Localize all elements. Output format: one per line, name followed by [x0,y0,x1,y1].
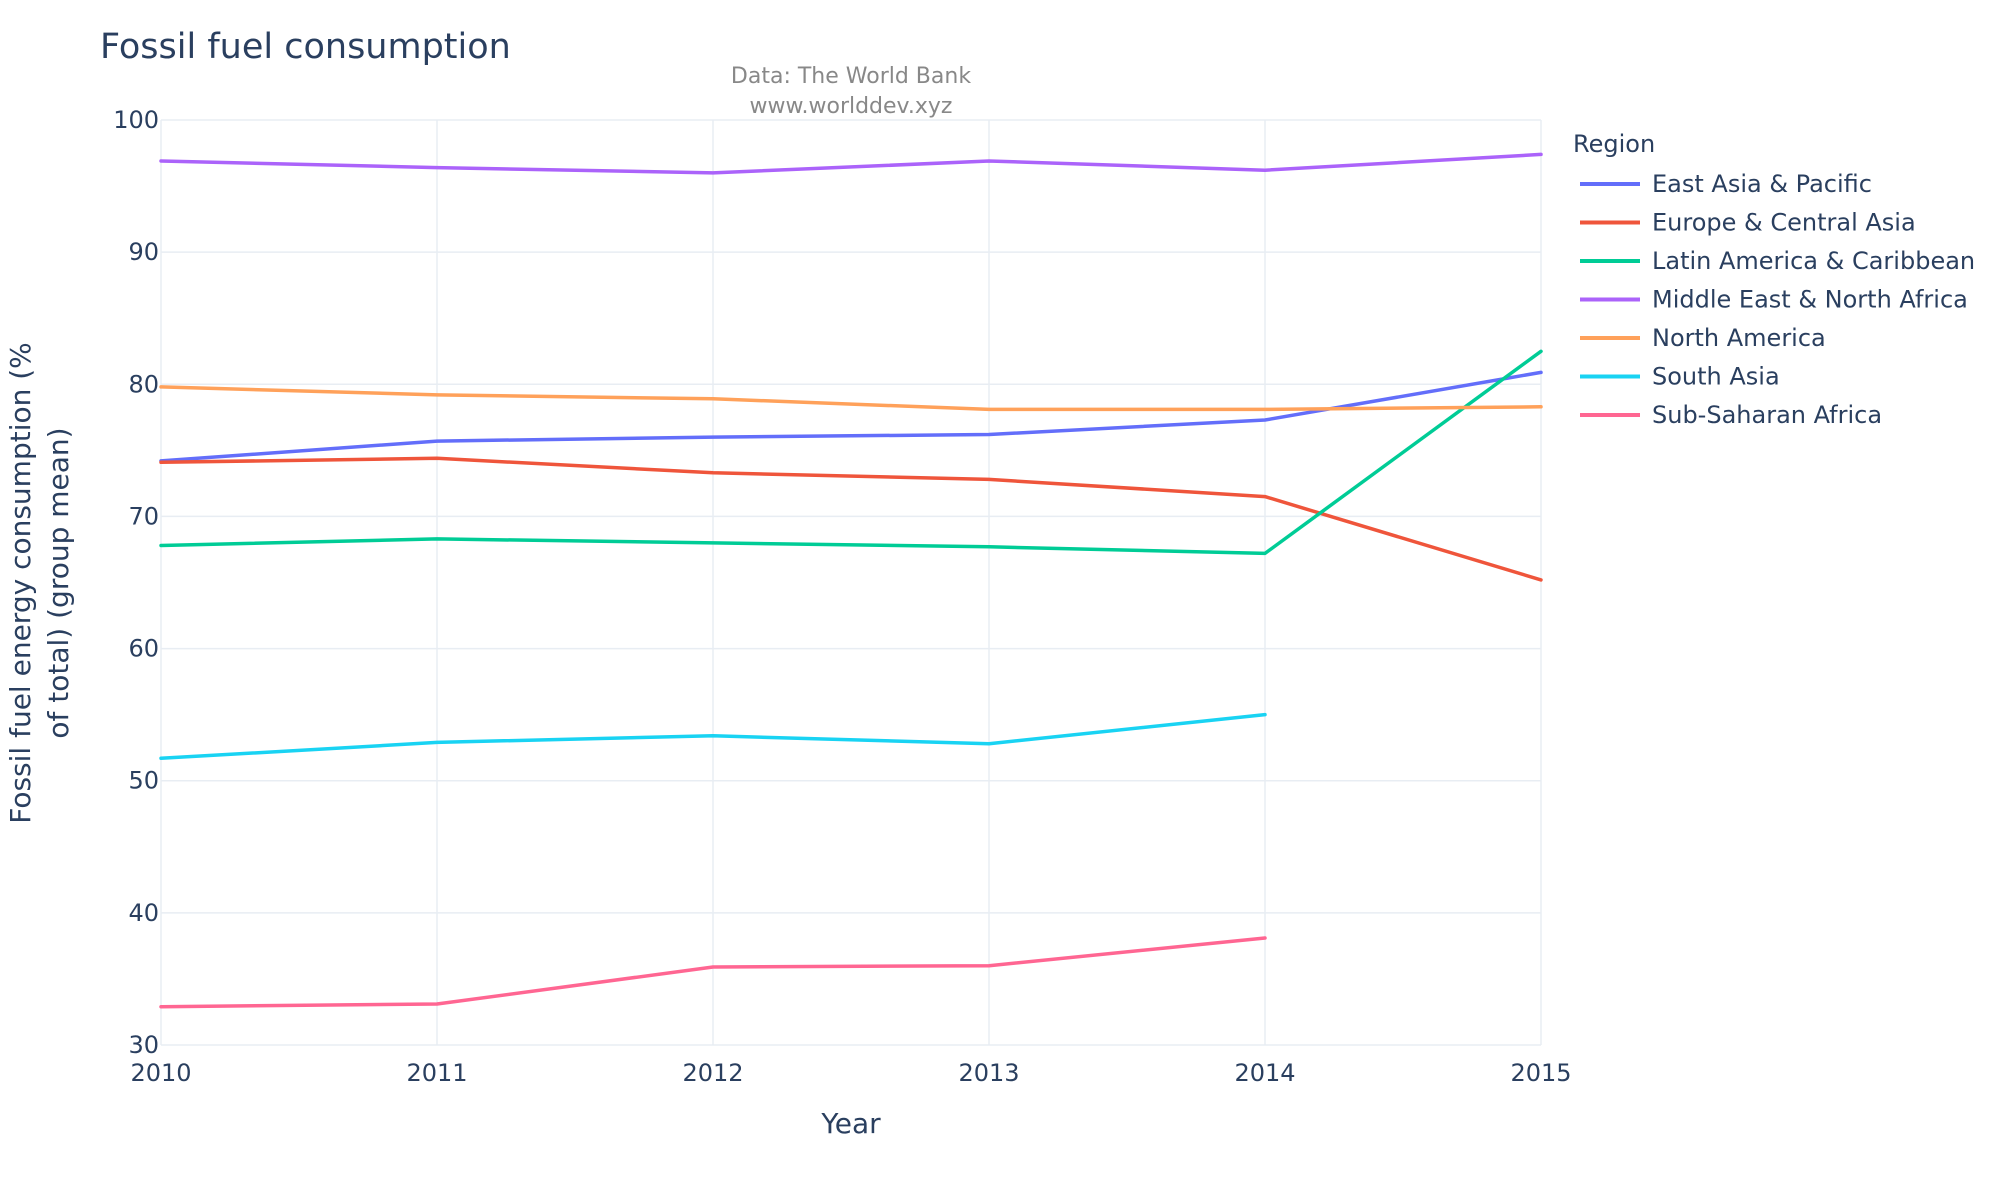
legend-item-label: Europe & Central Asia [1652,209,1916,237]
y-axis-title-line-2: of total) (group mean) [42,427,75,738]
chart-subtitle-line-2: www.worlddev.xyz [750,94,953,119]
y-tick-label: 30 [128,1031,159,1059]
legend-item-label: South Asia [1652,363,1780,391]
y-tick-label: 40 [128,899,159,927]
series-line [159,712,1267,761]
series-line [159,152,1543,175]
series-line [159,456,1543,582]
y-tick-label: 60 [128,635,159,663]
x-axis-title: Year [820,1107,881,1140]
y-axis: 30 40 50 60 70 80 90 100 [113,106,159,1059]
series-line [159,385,1543,412]
plot-area [159,152,1543,1009]
y-axis-title-line-1: Fossil fuel energy consumption (% [4,342,37,824]
x-tick-label: 2014 [1234,1059,1295,1087]
series-line [159,370,1543,463]
y-tick-label: 100 [113,106,159,134]
y-tick-label: 50 [128,767,159,795]
x-tick-label: 2011 [406,1059,467,1087]
series-line [159,936,1267,1009]
chart-subtitle-line-1: Data: The World Bank [731,64,971,89]
legend-item-label: Latin America & Caribbean [1652,247,1975,275]
legend-title: Region [1573,130,1655,158]
x-tick-label: 2015 [1510,1059,1571,1087]
y-tick-label: 80 [128,370,159,398]
y-tick-label: 70 [128,502,159,530]
legend: Region East Asia & Pacific Europe & Centr… [1573,130,1975,429]
x-tick-label: 2010 [130,1059,191,1087]
legend-item-label: North America [1652,324,1826,352]
x-tick-label: 2013 [958,1059,1019,1087]
grid [160,119,1542,1046]
x-axis: 2010 2011 2012 2013 2014 2015 [130,1059,1571,1087]
series-line [159,349,1543,556]
legend-item-label: East Asia & Pacific [1652,170,1872,198]
x-tick-label: 2012 [682,1059,743,1087]
legend-item-label: Sub-Saharan Africa [1652,401,1882,429]
y-axis-title: Fossil fuel energy consumption (% of tot… [4,342,75,824]
legend-item-label: Middle East & North Africa [1652,286,1968,314]
chart-title: Fossil fuel consumption [100,27,511,67]
y-tick-label: 90 [128,238,159,266]
